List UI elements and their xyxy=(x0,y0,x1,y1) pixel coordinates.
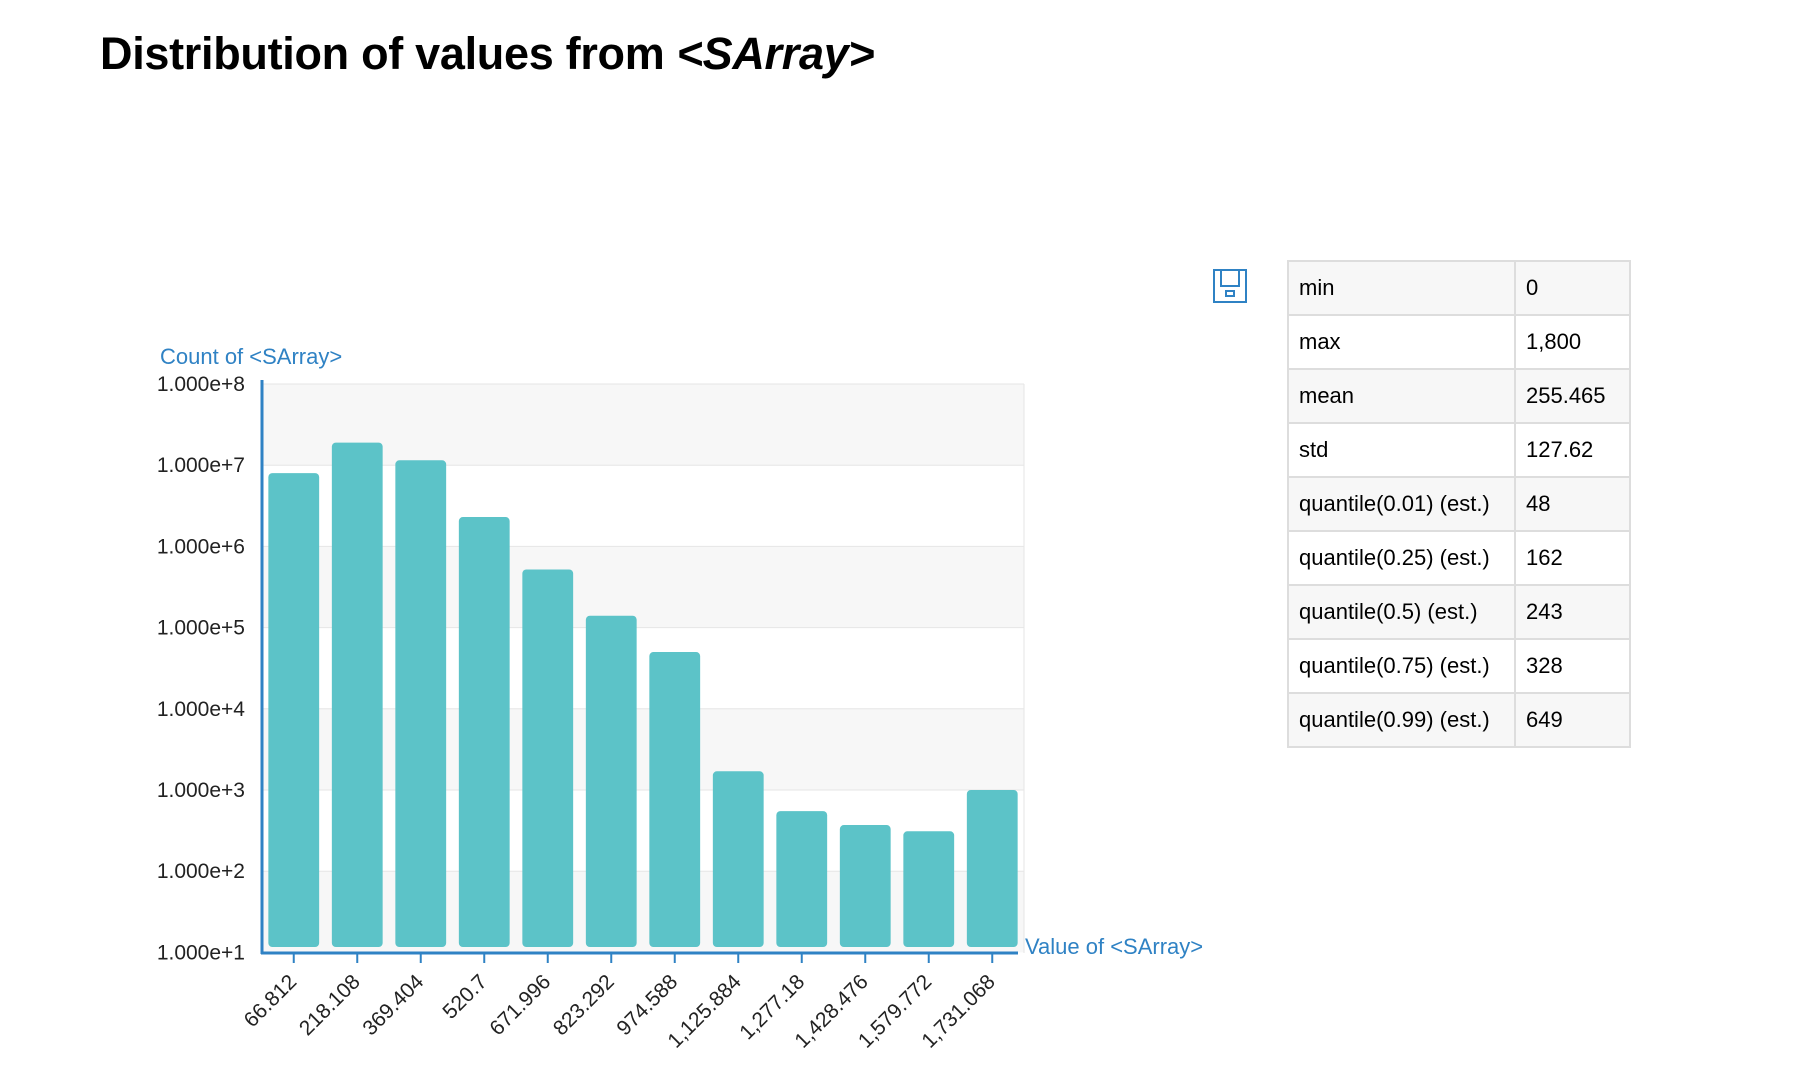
summary-statistics-table: min 0 max 1,800 mean 255.465 std 127.62 quantile… xyxy=(1287,260,1631,748)
x-tick-label: 66.812 xyxy=(240,970,302,1032)
grid-band xyxy=(262,627,1024,709)
x-tick-label: 369.404 xyxy=(358,970,428,1040)
stat-label: quantile(0.75) (est.) xyxy=(1287,638,1516,694)
x-tick-label: 218.108 xyxy=(295,970,365,1040)
grid-band xyxy=(262,708,1024,790)
grid-band xyxy=(262,546,1024,628)
stat-value: 0 xyxy=(1514,260,1631,316)
histogram-bar[interactable] xyxy=(903,831,955,947)
stat-value: 328 xyxy=(1514,638,1631,694)
stat-value: 127.62 xyxy=(1514,422,1631,478)
histogram-bar[interactable] xyxy=(585,615,637,947)
grid-band xyxy=(262,465,1024,547)
stat-label: quantile(0.25) (est.) xyxy=(1287,530,1516,586)
stats-row: std 127.62 xyxy=(1287,422,1631,478)
histogram-bar[interactable] xyxy=(649,652,701,947)
stat-label: quantile(0.99) (est.) xyxy=(1287,692,1516,748)
stat-value: 243 xyxy=(1514,584,1631,640)
stats-row: quantile(0.5) (est.) 243 xyxy=(1287,584,1631,640)
histogram-bar[interactable] xyxy=(268,473,320,947)
grid-band xyxy=(262,790,1024,872)
y-tick-label: 1.000e+7 xyxy=(157,454,245,477)
page-title: Distribution of values from <SArray> xyxy=(100,28,875,80)
plot-background xyxy=(262,383,1025,953)
y-tick-label: 1.000e+1 xyxy=(157,941,245,964)
stats-row: min 0 xyxy=(1287,260,1631,316)
x-tick-label: 823.292 xyxy=(549,970,619,1040)
histogram-bar[interactable] xyxy=(966,790,1018,947)
histogram-bar[interactable] xyxy=(395,460,447,947)
stat-label: quantile(0.5) (est.) xyxy=(1287,584,1516,640)
y-tick-labels: 1.000e+1 1.000e+2 1.000e+3 1.000e+4 1.000e+5… xyxy=(157,373,245,964)
title-object: <SArray> xyxy=(676,28,875,79)
y-tick-label: 1.000e+8 xyxy=(157,373,245,396)
title-prefix: Distribution of values from xyxy=(100,28,677,79)
histogram-chart: 1.000e+1 1.000e+2 1.000e+3 1.000e+4 1.000e+5… xyxy=(157,344,1203,1053)
histogram-bar[interactable] xyxy=(522,569,574,947)
y-tick-label: 1.000e+3 xyxy=(157,779,245,802)
stats-row: quantile(0.99) (est.) 649 xyxy=(1287,692,1631,748)
stats-row: quantile(0.25) (est.) 162 xyxy=(1287,530,1631,586)
stats-row: max 1,800 xyxy=(1287,314,1631,370)
stat-value: 1,800 xyxy=(1514,314,1631,370)
histogram-bar[interactable] xyxy=(839,825,891,947)
y-tick-label: 1.000e+2 xyxy=(157,860,245,883)
stats-row: quantile(0.75) (est.) 328 xyxy=(1287,638,1631,694)
stat-label: min xyxy=(1287,260,1516,316)
stat-value: 48 xyxy=(1514,476,1631,532)
grid-band xyxy=(262,871,1024,953)
histogram-bar[interactable] xyxy=(331,442,383,947)
y-tick-label: 1.000e+6 xyxy=(157,535,245,558)
y-tick-label: 1.000e+4 xyxy=(157,698,245,721)
x-axis-title: Value of <SArray> xyxy=(1025,934,1203,959)
histogram-bar[interactable] xyxy=(458,517,510,947)
grid-band xyxy=(262,384,1024,466)
stat-label: std xyxy=(1287,422,1516,478)
y-tick-label: 1.000e+5 xyxy=(157,617,245,640)
stat-label: max xyxy=(1287,314,1516,370)
histogram-bar[interactable] xyxy=(712,771,764,947)
stat-label: quantile(0.01) (est.) xyxy=(1287,476,1516,532)
histogram-bar[interactable] xyxy=(776,811,828,947)
stat-value: 162 xyxy=(1514,530,1631,586)
x-tick-label: 671.996 xyxy=(485,970,555,1040)
histogram-bars xyxy=(268,442,1018,947)
stat-value: 255.465 xyxy=(1514,368,1631,424)
stat-label: mean xyxy=(1287,368,1516,424)
x-tick-label: 520.7 xyxy=(438,970,491,1023)
y-axis-title: Count of <SArray> xyxy=(160,344,342,369)
stats-row: quantile(0.01) (est.) 48 xyxy=(1287,476,1631,532)
stat-value: 649 xyxy=(1514,692,1631,748)
floppy-disk-icon[interactable] xyxy=(1212,268,1248,304)
stats-row: mean 255.465 xyxy=(1287,368,1631,424)
